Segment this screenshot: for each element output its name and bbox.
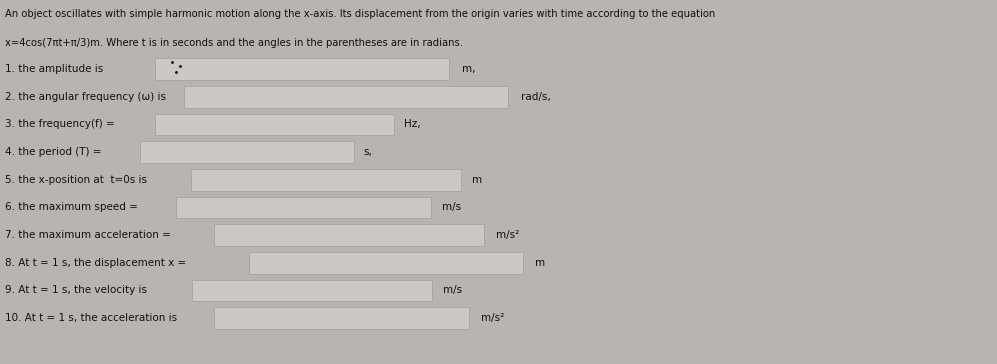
Text: 2. the angular frequency (ω) is: 2. the angular frequency (ω) is	[5, 92, 166, 102]
Text: 1. the amplitude is: 1. the amplitude is	[5, 64, 104, 74]
Text: 5. the x-position at  t=0s is: 5. the x-position at t=0s is	[5, 175, 147, 185]
Text: m,: m,	[462, 64, 476, 74]
FancyBboxPatch shape	[249, 252, 523, 274]
FancyBboxPatch shape	[155, 58, 449, 80]
Text: Hz,: Hz,	[404, 119, 421, 130]
Text: 8. At t = 1 s, the displacement x =: 8. At t = 1 s, the displacement x =	[5, 258, 186, 268]
FancyBboxPatch shape	[155, 114, 394, 135]
FancyBboxPatch shape	[191, 169, 461, 191]
FancyBboxPatch shape	[214, 307, 469, 329]
Text: 3. the frequency(f) =: 3. the frequency(f) =	[5, 119, 115, 130]
FancyBboxPatch shape	[214, 224, 484, 246]
Text: 9. At t = 1 s, the velocity is: 9. At t = 1 s, the velocity is	[5, 285, 147, 296]
Text: rad/s,: rad/s,	[521, 92, 551, 102]
Text: 10. At t = 1 s, the acceleration is: 10. At t = 1 s, the acceleration is	[5, 313, 177, 323]
FancyBboxPatch shape	[140, 141, 354, 163]
Text: 4. the period (T) =: 4. the period (T) =	[5, 147, 102, 157]
Text: m/s²: m/s²	[496, 230, 518, 240]
FancyBboxPatch shape	[176, 197, 431, 218]
Text: m/s: m/s	[442, 202, 461, 213]
FancyBboxPatch shape	[184, 86, 508, 108]
Text: m/s: m/s	[443, 285, 462, 296]
Text: 7. the maximum acceleration =: 7. the maximum acceleration =	[5, 230, 170, 240]
Text: m: m	[535, 258, 545, 268]
Text: m: m	[472, 175, 482, 185]
Text: s,: s,	[364, 147, 373, 157]
Text: m/s²: m/s²	[481, 313, 503, 323]
Text: 6. the maximum speed =: 6. the maximum speed =	[5, 202, 138, 213]
Text: x=4cos(7πt+π/3)m. Where t is in seconds and the angles in the parentheses are in: x=4cos(7πt+π/3)m. Where t is in seconds …	[5, 38, 463, 48]
Text: An object oscillates with simple harmonic motion along the x-axis. Its displacem: An object oscillates with simple harmoni…	[5, 9, 715, 19]
FancyBboxPatch shape	[192, 280, 432, 301]
